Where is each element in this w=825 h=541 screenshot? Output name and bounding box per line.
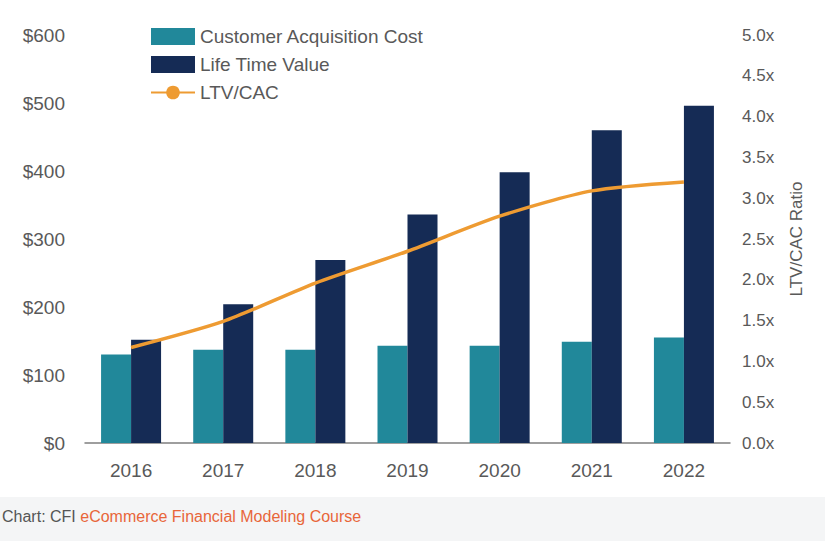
svg-text:$100: $100 bbox=[23, 365, 65, 386]
svg-text:LTV/CAC Ratio: LTV/CAC Ratio bbox=[787, 182, 806, 297]
svg-text:2019: 2019 bbox=[386, 460, 428, 481]
svg-text:$0: $0 bbox=[44, 433, 65, 454]
svg-text:0.5x: 0.5x bbox=[742, 393, 775, 412]
svg-text:4.5x: 4.5x bbox=[742, 66, 775, 85]
svg-text:2021: 2021 bbox=[571, 460, 613, 481]
svg-text:2.5x: 2.5x bbox=[742, 230, 775, 249]
svg-text:1.5x: 1.5x bbox=[742, 311, 775, 330]
svg-text:Life Time Value: Life Time Value bbox=[200, 54, 330, 75]
svg-text:$300: $300 bbox=[23, 229, 65, 250]
svg-text:0.0x: 0.0x bbox=[742, 434, 775, 453]
svg-text:2020: 2020 bbox=[479, 460, 521, 481]
svg-text:3.5x: 3.5x bbox=[742, 148, 775, 167]
svg-text:Customer Acquisition Cost: Customer Acquisition Cost bbox=[200, 26, 424, 47]
svg-text:2018: 2018 bbox=[294, 460, 336, 481]
svg-text:$400: $400 bbox=[23, 161, 65, 182]
svg-text:LTV/CAC: LTV/CAC bbox=[200, 82, 279, 103]
svg-text:$600: $600 bbox=[23, 25, 65, 46]
svg-text:$500: $500 bbox=[23, 93, 65, 114]
svg-text:2016: 2016 bbox=[110, 460, 152, 481]
html-text:Chart: CFI eCommerce Financial: Chart: CFI eCommerce Financial Modeling … bbox=[2, 508, 362, 525]
svg-text:2.0x: 2.0x bbox=[742, 270, 775, 289]
svg-text:4.0x: 4.0x bbox=[742, 107, 775, 126]
svg-text:$200: $200 bbox=[23, 297, 65, 318]
svg-text:5.0x: 5.0x bbox=[742, 26, 775, 45]
svg-text:1.0x: 1.0x bbox=[742, 352, 775, 371]
svg-text:3.0x: 3.0x bbox=[742, 189, 775, 208]
svg-text:2022: 2022 bbox=[663, 460, 705, 481]
svg-text:2017: 2017 bbox=[202, 460, 244, 481]
